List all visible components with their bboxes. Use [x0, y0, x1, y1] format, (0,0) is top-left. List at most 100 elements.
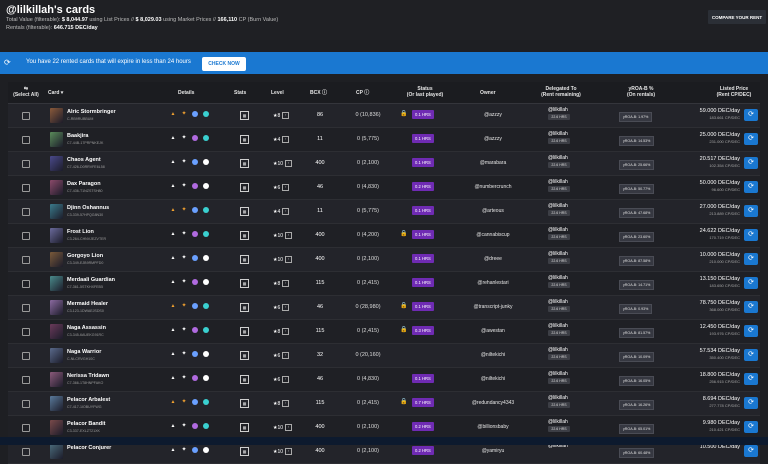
- refresh-listing-button[interactable]: ⟳: [744, 349, 758, 361]
- card-owner[interactable]: @niltekichi: [480, 376, 506, 382]
- card-owner[interactable]: @billionsbaby: [477, 424, 509, 430]
- level-info-icon[interactable]: ↑: [282, 136, 290, 143]
- card-owner[interactable]: @awestan: [481, 328, 505, 334]
- table-row[interactable]: Nerissa Tridawn C7-366-1T8HNPFAKO ▲ ✦ ▦ ★6 ↑ 46…: [8, 368, 760, 392]
- stats-icon[interactable]: ▦: [240, 159, 249, 168]
- card-name[interactable]: Baakjira: [67, 133, 89, 139]
- row-checkbox[interactable]: [22, 424, 30, 432]
- stats-icon[interactable]: ▦: [240, 111, 249, 120]
- card-name[interactable]: Pelacor Bandit: [67, 421, 106, 427]
- yroa-column-header[interactable]: yROA-B % (On rentals): [626, 86, 656, 98]
- card-name[interactable]: Alric Stormbringer: [67, 109, 116, 115]
- refresh-listing-button[interactable]: ⟳: [744, 253, 758, 265]
- card-owner[interactable]: @rehanlestari: [477, 280, 509, 286]
- card-name[interactable]: Gorgoyo Lion: [67, 253, 104, 259]
- row-checkbox[interactable]: [22, 208, 30, 216]
- check-now-button[interactable]: CHECK NOW: [202, 57, 246, 71]
- card-name[interactable]: Merdaali Guardian: [67, 277, 115, 283]
- level-info-icon[interactable]: ↑: [285, 256, 293, 263]
- level-info-icon[interactable]: ↑: [282, 280, 290, 287]
- card-owner[interactable]: @azzzy: [484, 112, 502, 118]
- table-row[interactable]: Frost Lion C3-264-CHNVJEZVTER ▲ ✦ ▦ ★10 ↑ 400 0 …: [8, 224, 760, 248]
- level-info-icon[interactable]: ↑: [285, 424, 293, 431]
- refresh-listing-button[interactable]: ⟳: [744, 133, 758, 145]
- refresh-listing-button[interactable]: ⟳: [744, 373, 758, 385]
- table-row[interactable]: Naga Warrior C-NLCRVGH10C ▲ ✦ ▦ ★6 ↑ 32 0 (20,16…: [8, 344, 760, 368]
- compare-rent-button[interactable]: COMPARE YOUR RENT: [708, 10, 766, 24]
- card-name[interactable]: Naga Assassin: [67, 325, 106, 331]
- stats-icon[interactable]: ▦: [240, 231, 249, 240]
- row-checkbox[interactable]: [22, 232, 30, 240]
- card-name[interactable]: Pelacor Arbalest: [67, 397, 111, 403]
- level-info-icon[interactable]: ↑: [282, 112, 290, 119]
- row-checkbox[interactable]: [22, 352, 30, 360]
- row-checkbox[interactable]: [22, 304, 30, 312]
- refresh-listing-button[interactable]: ⟳: [744, 277, 758, 289]
- table-row[interactable]: Djinn Oshannus C3-339-57HPQG8N30 ▲ ✦ ▦ ★4 ↑ 11 0…: [8, 200, 760, 224]
- stats-icon[interactable]: ▦: [240, 135, 249, 144]
- refresh-listing-button[interactable]: ⟳: [744, 229, 758, 241]
- level-info-icon[interactable]: ↑: [285, 232, 293, 239]
- card-owner[interactable]: @dreee: [484, 256, 502, 262]
- row-checkbox[interactable]: [22, 400, 30, 408]
- refresh-listing-button[interactable]: ⟳: [744, 181, 758, 193]
- card-name[interactable]: Pelacor Conjurer: [67, 445, 112, 451]
- table-row[interactable]: Naga Assassin C3-345-6AUEKG91RC ▲ ✦ ▦ ★8 ↑ 115 0…: [8, 320, 760, 344]
- refresh-listing-button[interactable]: ⟳: [744, 205, 758, 217]
- row-checkbox[interactable]: [22, 112, 30, 120]
- card-owner[interactable]: @marabara: [479, 160, 507, 166]
- stats-icon[interactable]: ▦: [240, 255, 249, 264]
- table-row[interactable]: Pelacor Arbalest C7-417-1IOBUYFWG ▲ ✦ ▦ ★8 ↑ 11…: [8, 392, 760, 416]
- row-checkbox[interactable]: [22, 280, 30, 288]
- table-row[interactable]: Mermaid Healer C3-123-1DWAEJSDS0 ▲ ✦ ▦ ★6 ↑ 46 0…: [8, 296, 760, 320]
- card-owner[interactable]: @redundancy4343: [471, 400, 515, 406]
- level-info-icon[interactable]: ↑: [282, 352, 290, 359]
- table-row[interactable]: Pelacor Bandit C3-337-EXLZT21XK ▲ ✦ ▦ ★10 ↑ 400…: [8, 416, 760, 440]
- table-row[interactable]: Baakjira C7-44B-17PRPNKEJK ▲ ✦ ▦ ★4 ↑ 11 0 (5,77…: [8, 128, 760, 152]
- stats-icon[interactable]: ▦: [240, 423, 249, 432]
- level-info-icon[interactable]: ↑: [282, 208, 290, 215]
- row-checkbox[interactable]: [22, 448, 30, 456]
- row-checkbox[interactable]: [22, 184, 30, 192]
- stats-icon[interactable]: ▦: [240, 399, 249, 408]
- delegated-column-header[interactable]: Delegated To (Rent remaining): [541, 86, 581, 98]
- refresh-listing-button[interactable]: ⟳: [744, 445, 758, 457]
- card-owner[interactable]: @numbercrunch: [474, 184, 512, 190]
- row-checkbox[interactable]: [22, 136, 30, 144]
- select-all-header[interactable]: ⇆ (Select All): [13, 86, 39, 98]
- listed-price-column-header[interactable]: Listed Price (Rent CP/DEC): [716, 86, 752, 98]
- level-info-icon[interactable]: ↑: [285, 160, 293, 167]
- refresh-listing-button[interactable]: ⟳: [744, 157, 758, 169]
- owner-column-header[interactable]: Owner: [480, 90, 496, 96]
- table-row[interactable]: Dax Paragon C7-436-T1NZSTSH80 ▲ ✦ ▦ ★6 ↑ 46 0 (4…: [8, 176, 760, 200]
- card-owner[interactable]: @yamiryu: [481, 448, 505, 454]
- refresh-listing-button[interactable]: ⟳: [744, 109, 758, 121]
- card-name[interactable]: Nerissa Tridawn: [67, 373, 110, 379]
- card-owner[interactable]: @cannabiscup: [476, 232, 510, 238]
- card-name[interactable]: Mermaid Healer: [67, 301, 108, 307]
- status-column-header[interactable]: Status (Or last played): [406, 86, 444, 98]
- table-row[interactable]: Chaos Agent C7-426-D0RRVFE6L58 ▲ ✦ ▦ ★10 ↑ 400 0…: [8, 152, 760, 176]
- table-row[interactable]: Merdaali Guardian C7-361-5STKHXFEB5 ▲ ✦ ▦ ★8 ↑…: [8, 272, 760, 296]
- refresh-listing-button[interactable]: ⟳: [744, 421, 758, 433]
- level-column-header[interactable]: Level: [271, 90, 284, 96]
- card-name[interactable]: Chaos Agent: [67, 157, 101, 163]
- card-owner[interactable]: @transcript-junky: [473, 304, 513, 310]
- table-row[interactable]: Alric Stormbringer C-RB9RUBBUM ▲ ✦ ▦ ★8 ↑ 86 0 (…: [8, 104, 760, 128]
- level-info-icon[interactable]: ↑: [282, 328, 290, 335]
- card-name[interactable]: Naga Warrior: [67, 349, 102, 355]
- stats-icon[interactable]: ▦: [240, 327, 249, 336]
- stats-icon[interactable]: ▦: [240, 303, 249, 312]
- level-info-icon[interactable]: ↑: [282, 304, 290, 311]
- stats-icon[interactable]: ▦: [240, 447, 249, 456]
- card-column-header[interactable]: Card ▾: [48, 90, 64, 96]
- table-row[interactable]: Gorgoyo Lion C3-349-EJB9RMPFD0 ▲ ✦ ▦ ★10 ↑ 400 0…: [8, 248, 760, 272]
- level-info-icon[interactable]: ↑: [282, 376, 290, 383]
- card-name[interactable]: Dax Paragon: [67, 181, 101, 187]
- level-info-icon[interactable]: ↑: [282, 400, 290, 407]
- card-name[interactable]: Frost Lion: [67, 229, 94, 235]
- row-checkbox[interactable]: [22, 328, 30, 336]
- card-name[interactable]: Djinn Oshannus: [67, 205, 110, 211]
- refresh-listing-button[interactable]: ⟳: [744, 325, 758, 337]
- card-owner[interactable]: @azzzy: [484, 136, 502, 142]
